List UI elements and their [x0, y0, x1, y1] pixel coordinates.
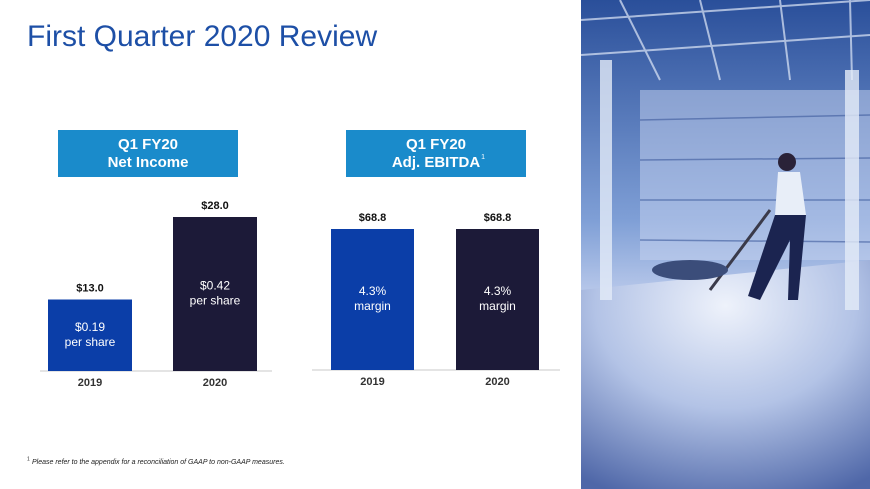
footnote-marker: 1 [27, 456, 30, 462]
footnote: Please refer to the appendix for a recon… [32, 459, 285, 466]
chart-title: Q1 FY20 [118, 136, 178, 153]
x-tick-label: 2020 [203, 377, 227, 389]
x-tick-label: 2019 [78, 377, 102, 389]
bar [331, 229, 414, 370]
slide-title: First Quarter 2020 Review [27, 20, 377, 53]
footnote-marker: 1 [481, 154, 485, 161]
x-tick-label: 2019 [360, 376, 384, 388]
value-label: $68.8 [359, 212, 387, 224]
value-label: $13.0 [76, 282, 104, 294]
bar-label: $0.19 [75, 320, 105, 334]
bar-label: margin [354, 299, 391, 313]
bar [48, 299, 132, 371]
bar-label: per share [65, 335, 116, 349]
bar [173, 217, 257, 371]
bar-label: $0.42 [200, 279, 230, 293]
bar-label: 4.3% [359, 284, 387, 298]
chart-title: Q1 FY20 [406, 136, 466, 153]
x-tick-label: 2020 [485, 376, 509, 388]
bar-label: per share [190, 294, 241, 308]
value-label: $68.8 [484, 212, 512, 224]
bar-label: margin [479, 299, 516, 313]
chart-subtitle: Adj. EBITDA [392, 154, 480, 171]
header-box [58, 130, 238, 177]
photo [580, 0, 870, 489]
header-box [346, 130, 526, 177]
bar [456, 229, 539, 370]
value-label: $28.0 [201, 200, 229, 212]
bar-label: 4.3% [484, 284, 512, 298]
chart-subtitle: Net Income [108, 154, 189, 171]
